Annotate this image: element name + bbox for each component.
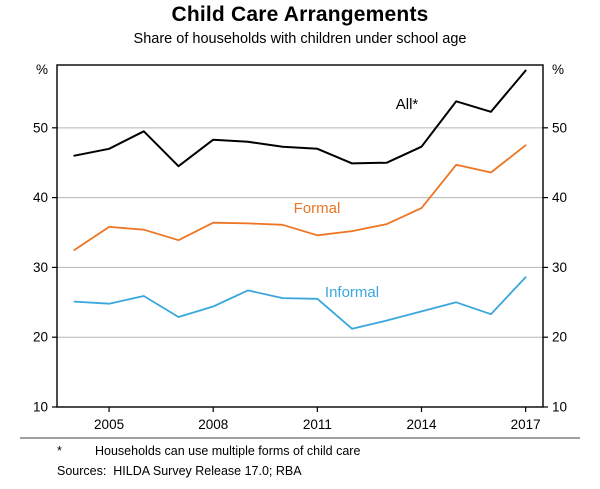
series-label-informal: Informal: [324, 284, 380, 301]
footnote-text: Households can use multiple forms of chi…: [95, 444, 361, 458]
y-tick-label-left: 30: [33, 260, 48, 275]
x-tick-label: 2017: [511, 417, 541, 432]
x-tick-label: 2011: [303, 417, 332, 432]
line-series-0: [73, 69, 527, 168]
series-label-formal: Formal: [293, 200, 341, 217]
plot-border: [56, 64, 544, 408]
y-tick-label-left: 20: [33, 330, 48, 345]
y-axis-unit-left: %: [36, 62, 48, 77]
chart-title: Child Care Arrangements: [171, 3, 429, 26]
y-tick-label-right: 30: [552, 260, 567, 275]
y-tick-label-right: 10: [552, 400, 567, 415]
footnote-symbol: *: [57, 444, 62, 458]
y-tick-label-left: 10: [33, 400, 48, 415]
y-tick-label-right: 40: [552, 190, 567, 205]
x-tick-label: 2014: [406, 417, 437, 432]
x-tick-label: 2005: [94, 417, 124, 432]
y-tick-label-right: 50: [552, 120, 567, 135]
chart-subtitle: Share of households with children under …: [133, 31, 467, 47]
series-label-all: All*: [395, 96, 419, 113]
y-tick-label-right: 20: [552, 330, 567, 345]
y-tick-label-left: 40: [33, 190, 48, 205]
line-series-1: [73, 144, 527, 251]
y-axis-unit-right: %: [552, 62, 564, 77]
sources-line: Sources: HILDA Survey Release 17.0; RBA: [57, 464, 302, 478]
line-series-2: [73, 276, 527, 330]
y-tick-label-left: 50: [33, 120, 48, 135]
footnote: * Households can use multiple forms of ch…: [57, 444, 360, 458]
x-tick-label: 2008: [198, 417, 228, 432]
